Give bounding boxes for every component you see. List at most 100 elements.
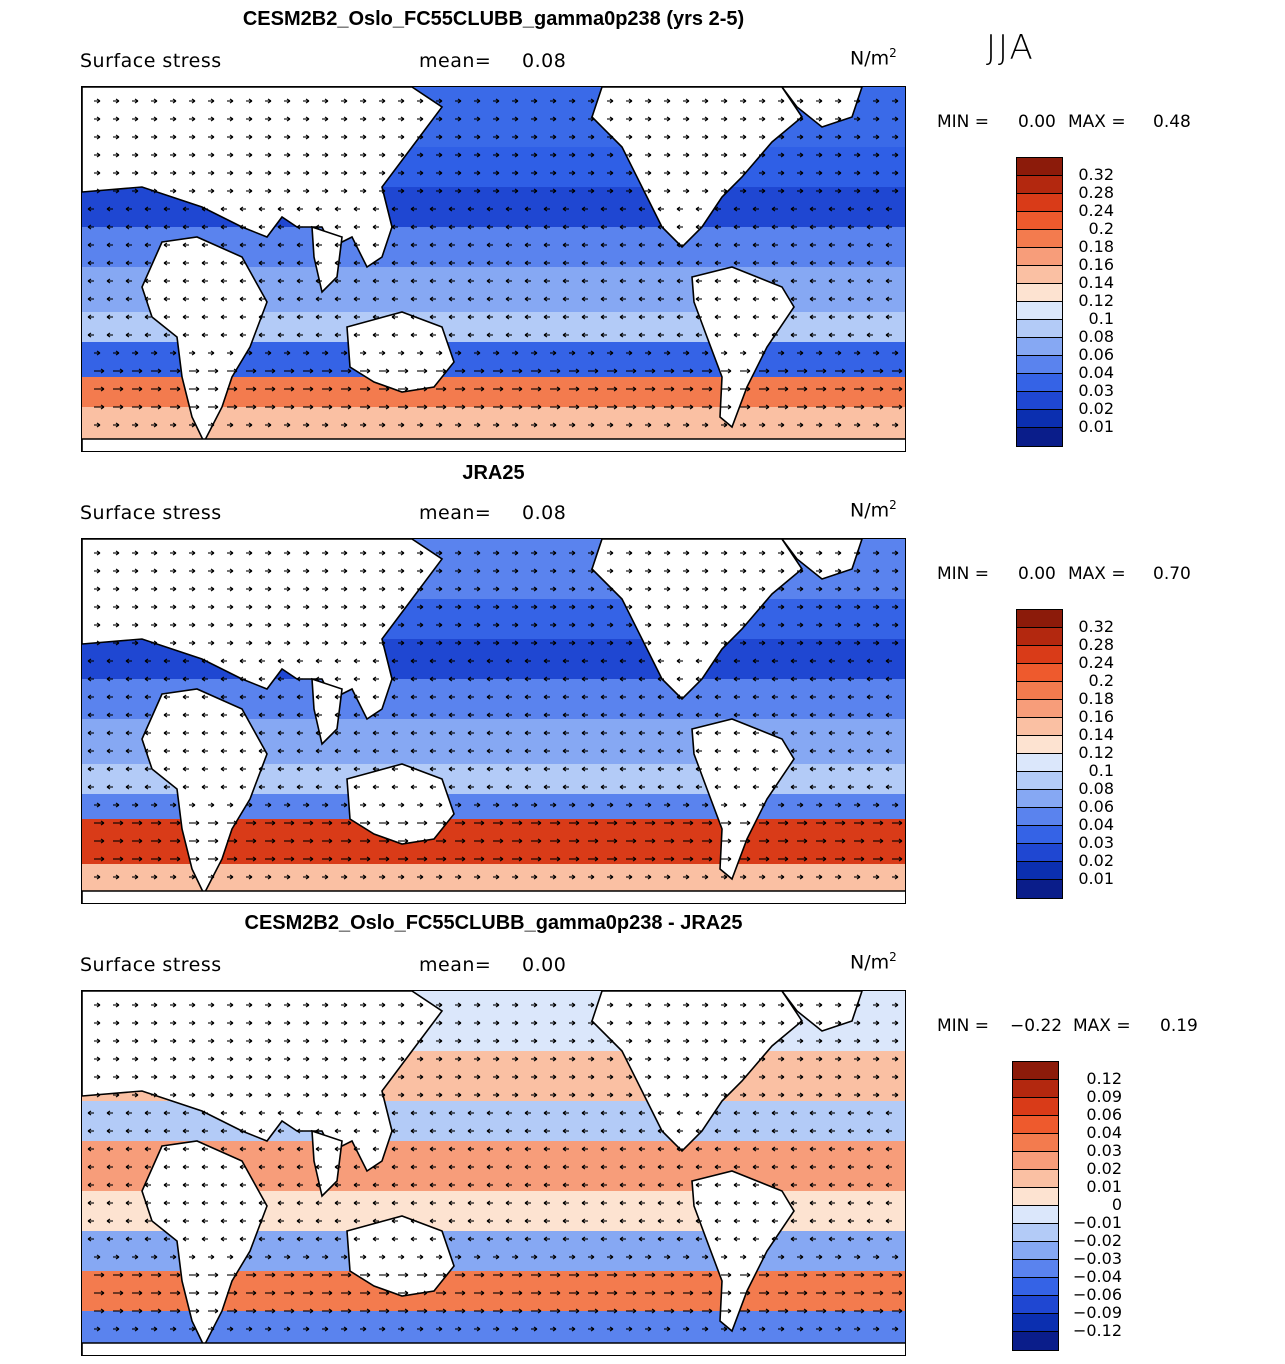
colorbar-swatch <box>1017 880 1062 898</box>
colorbar-swatch <box>1017 628 1062 646</box>
panel-2-colorbar <box>1016 609 1063 899</box>
panel-2-max-value: 0.70 <box>1153 564 1191 584</box>
colorbar-swatch <box>1013 1152 1058 1170</box>
panel-1-units: N/m2 <box>850 46 897 70</box>
panel-2-map-svg <box>82 539 905 903</box>
colorbar-swatch <box>1013 1188 1058 1206</box>
panel-2-max-label: MAX = <box>1068 564 1126 584</box>
colorbar-tick-label: 0.1 <box>1088 309 1114 328</box>
coastline <box>781 991 863 1032</box>
colorbar-swatch <box>1013 1116 1058 1134</box>
colorbar-tick-label: 0.12 <box>1078 743 1114 762</box>
colorbar-tick-label: 0.28 <box>1078 635 1114 654</box>
colorbar-swatch <box>1017 338 1062 356</box>
panel-3-map <box>81 990 906 1356</box>
colorbar-tick-label: 0.01 <box>1078 869 1114 888</box>
colorbar-tick-label: 0.03 <box>1078 833 1114 852</box>
colorbar-tick-label: 0.18 <box>1078 237 1114 256</box>
panel-3-mean-value: 0.00 <box>522 954 567 976</box>
wind-stress-vectors <box>87 550 903 880</box>
colorbar-swatch <box>1017 754 1062 772</box>
colorbar-swatch <box>1017 428 1062 446</box>
colorbar-tick-label: 0.01 <box>1078 417 1114 436</box>
colorbar-swatch <box>1017 284 1062 302</box>
colorbar-tick-label: 0.12 <box>1086 1069 1122 1088</box>
colorbar-swatch <box>1017 230 1062 248</box>
coastline <box>691 266 795 429</box>
panel-3-variable: Surface stress <box>80 954 222 976</box>
colorbar-tick-label: 0.06 <box>1078 345 1114 364</box>
colorbar-swatch <box>1017 610 1062 628</box>
colorbar-swatch <box>1013 1062 1058 1080</box>
panel-2-min-value: 0.00 <box>1018 564 1056 584</box>
colorbar-swatch <box>1017 176 1062 194</box>
colorbar-tick-label: 0.32 <box>1078 165 1114 184</box>
panel-1-colorbar <box>1016 157 1063 447</box>
coastline <box>691 1170 795 1333</box>
colorbar-tick-label: 0 <box>1111 1195 1122 1214</box>
panel-1-variable: Surface stress <box>80 50 222 72</box>
colorbar-tick-label: 0.02 <box>1078 851 1114 870</box>
colorbar-tick-label: 0.02 <box>1078 399 1114 418</box>
panel-2-units: N/m2 <box>850 498 897 522</box>
colorbar-tick-label: −0.12 <box>1072 1321 1122 1340</box>
colorbar-swatch <box>1013 1242 1058 1260</box>
colorbar-swatch <box>1013 1278 1058 1296</box>
panel-3-colorbar <box>1012 1061 1059 1351</box>
panel-3-mean-label: mean= <box>419 954 492 976</box>
coastline <box>781 87 863 128</box>
colorbar-swatch <box>1013 1332 1058 1350</box>
colorbar-tick-label: 0.14 <box>1078 273 1114 292</box>
colorbar-swatch <box>1017 682 1062 700</box>
panel-1-mean-value: 0.08 <box>522 50 567 72</box>
panel-1-map <box>81 86 906 452</box>
panel-1-map-svg <box>82 87 905 451</box>
colorbar-swatch <box>1013 1134 1058 1152</box>
panel-3-min-label: MIN = <box>937 1016 990 1036</box>
colorbar-tick-label: 0.03 <box>1086 1141 1122 1160</box>
coastline <box>311 1129 343 1198</box>
colorbar-tick-label: 0.2 <box>1088 219 1114 238</box>
coastline <box>82 438 905 451</box>
colorbar-tick-label: 0.16 <box>1078 255 1114 274</box>
colorbar-tick-label: −0.01 <box>1072 1213 1122 1232</box>
colorbar-swatch <box>1013 1224 1058 1242</box>
colorbar-tick-label: 0.06 <box>1078 797 1114 816</box>
colorbar-tick-label: 0.04 <box>1078 815 1114 834</box>
colorbar-tick-label: −0.09 <box>1072 1303 1122 1322</box>
panel-1-title: CESM2B2_Oslo_FC55CLUBB_gamma0p238 (yrs 2… <box>242 8 745 30</box>
colorbar-tick-label: 0.06 <box>1086 1105 1122 1124</box>
colorbar-swatch <box>1017 844 1062 862</box>
colorbar-swatch <box>1017 212 1062 230</box>
panel-2-mean-value: 0.08 <box>522 502 567 524</box>
colorbar-swatch <box>1013 1080 1058 1098</box>
colorbar-tick-label: 0.08 <box>1078 327 1114 346</box>
colorbar-swatch <box>1013 1296 1058 1314</box>
coastline <box>311 677 343 746</box>
colorbar-swatch <box>1017 410 1062 428</box>
wind-stress-vectors <box>87 1002 903 1332</box>
colorbar-swatch <box>1017 320 1062 338</box>
panel-1-max-label: MAX = <box>1068 112 1126 132</box>
colorbar-tick-label: 0.24 <box>1078 201 1114 220</box>
colorbar-tick-label: 0.16 <box>1078 707 1114 726</box>
panel-1-colorbar-labels: 0.32 0.28 0.24 0.2 0.18 0.16 0.14 0.12 0.1 0.08 0.… <box>1070 166 1114 436</box>
coastline <box>691 718 795 881</box>
colorbar-swatch <box>1017 772 1062 790</box>
colorbar-swatch <box>1013 1170 1058 1188</box>
panel-2-min-label: MIN = <box>937 564 990 584</box>
colorbar-tick-label: 0.03 <box>1078 381 1114 400</box>
panel-2-mean-label: mean= <box>419 502 492 524</box>
colorbar-swatch <box>1013 1314 1058 1332</box>
colorbar-swatch <box>1017 790 1062 808</box>
coastline <box>82 1342 905 1355</box>
colorbar-swatch <box>1013 1206 1058 1224</box>
panel-3-min-value: −0.22 <box>1010 1016 1063 1036</box>
panel-3-max-value: 0.19 <box>1160 1016 1198 1036</box>
colorbar-tick-label: 0.08 <box>1078 779 1114 798</box>
colorbar-swatch <box>1017 664 1062 682</box>
colorbar-swatch <box>1013 1098 1058 1116</box>
panel-3-title: CESM2B2_Oslo_FC55CLUBB_gamma0p238 - JRA2… <box>244 912 743 934</box>
panel-2-title: JRA25 <box>462 462 525 484</box>
colorbar-swatch <box>1017 700 1062 718</box>
